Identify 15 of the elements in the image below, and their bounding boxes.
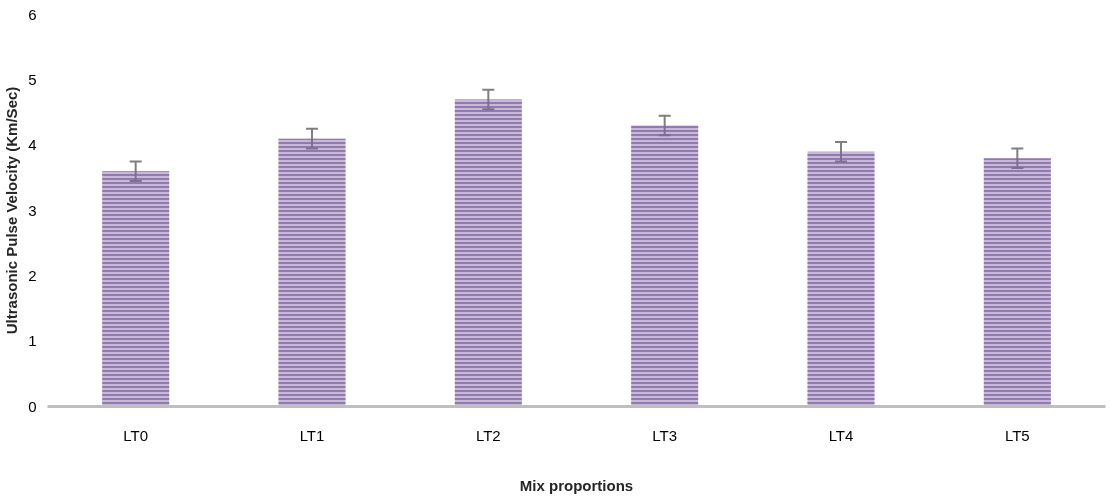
y-tick-label: 6 xyxy=(28,5,37,23)
y-tick-label: 3 xyxy=(28,201,37,219)
x-tick-label: LT4 xyxy=(828,426,854,444)
x-tick-label: LT0 xyxy=(123,426,149,444)
y-tick-label: 5 xyxy=(28,70,37,88)
y-tick-label: 4 xyxy=(28,136,37,154)
x-axis-title: Mix proportions xyxy=(519,476,634,494)
x-tick-label: LT5 xyxy=(1004,426,1030,444)
x-tick-label: LT1 xyxy=(299,426,325,444)
x-tick-label: LT3 xyxy=(652,426,678,444)
x-tick-label: LT2 xyxy=(475,426,501,444)
y-tick-label: 0 xyxy=(28,397,37,415)
y-axis-title: Ultrasonic Pulse Velocity (Km/Sec) xyxy=(3,86,21,335)
y-tick-label: 1 xyxy=(28,332,37,350)
y-tick-label: 2 xyxy=(28,266,37,284)
